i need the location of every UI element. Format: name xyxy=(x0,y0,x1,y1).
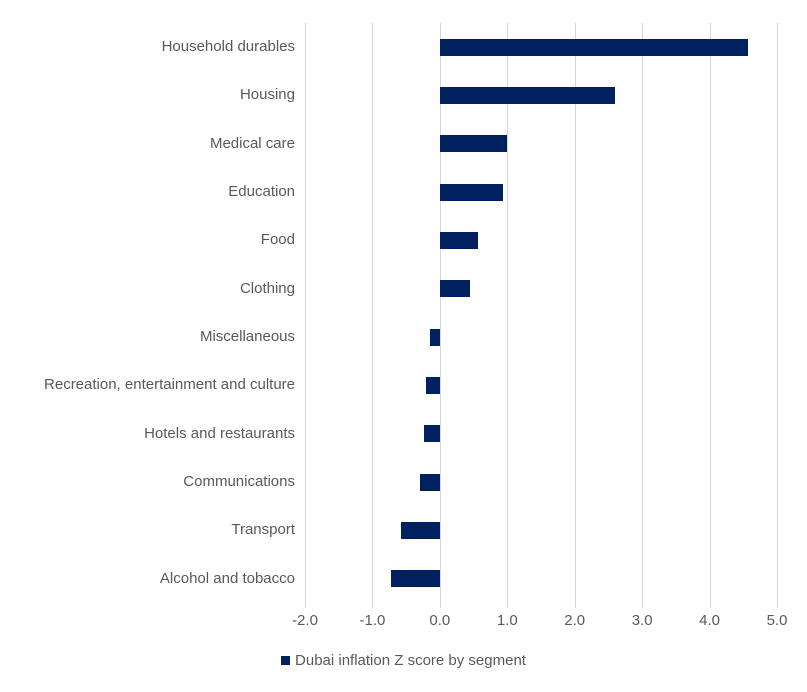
gridline xyxy=(710,23,711,608)
x-tick-label: -2.0 xyxy=(292,612,318,629)
plot-area xyxy=(305,23,778,608)
legend-marker-icon xyxy=(281,656,291,665)
bar xyxy=(400,522,440,539)
category-label: Food xyxy=(260,231,295,249)
gridline xyxy=(575,23,576,608)
category-label: Hotels and restaurants xyxy=(144,424,295,442)
category-label: Household durables xyxy=(161,38,295,55)
category-label: Education xyxy=(228,183,295,200)
bar xyxy=(430,328,440,346)
x-tick-label: 2.0 xyxy=(564,612,586,629)
x-tick-label: -1.0 xyxy=(359,612,386,629)
category-label: Communications xyxy=(183,473,295,490)
gridline xyxy=(507,23,508,608)
bar xyxy=(426,377,440,394)
bar xyxy=(419,473,440,491)
gridline xyxy=(440,23,441,608)
category-label: Housing xyxy=(239,86,295,104)
x-tick-label: 0.0 xyxy=(429,612,451,629)
x-tick-label: 5.0 xyxy=(766,612,788,629)
x-tick-label: 4.0 xyxy=(699,612,720,629)
legend-label: Dubai inflation Z score by segment xyxy=(295,652,526,669)
category-label: Transport xyxy=(231,521,295,539)
bar xyxy=(439,135,508,153)
bar xyxy=(439,232,478,249)
bar xyxy=(423,425,440,443)
bar xyxy=(439,38,748,56)
category-label: Alcohol and tobacco xyxy=(159,569,295,587)
category-label: Medical care xyxy=(209,134,295,152)
category-label: Clothing xyxy=(239,279,295,297)
x-tick-label: 1.0 xyxy=(496,612,518,629)
category-label: Miscellaneous xyxy=(199,328,295,345)
gridline xyxy=(777,23,778,608)
legend: Dubai inflation Z score by segment xyxy=(0,652,807,669)
category-label: Recreation, entertainment and culture xyxy=(44,376,295,394)
gridline xyxy=(642,23,643,608)
bar xyxy=(439,280,471,298)
bar xyxy=(390,570,440,588)
bar xyxy=(439,87,616,104)
gridline xyxy=(305,23,306,608)
bar xyxy=(439,183,504,201)
gridline xyxy=(372,23,373,608)
x-tick-label: 3.0 xyxy=(631,612,653,629)
